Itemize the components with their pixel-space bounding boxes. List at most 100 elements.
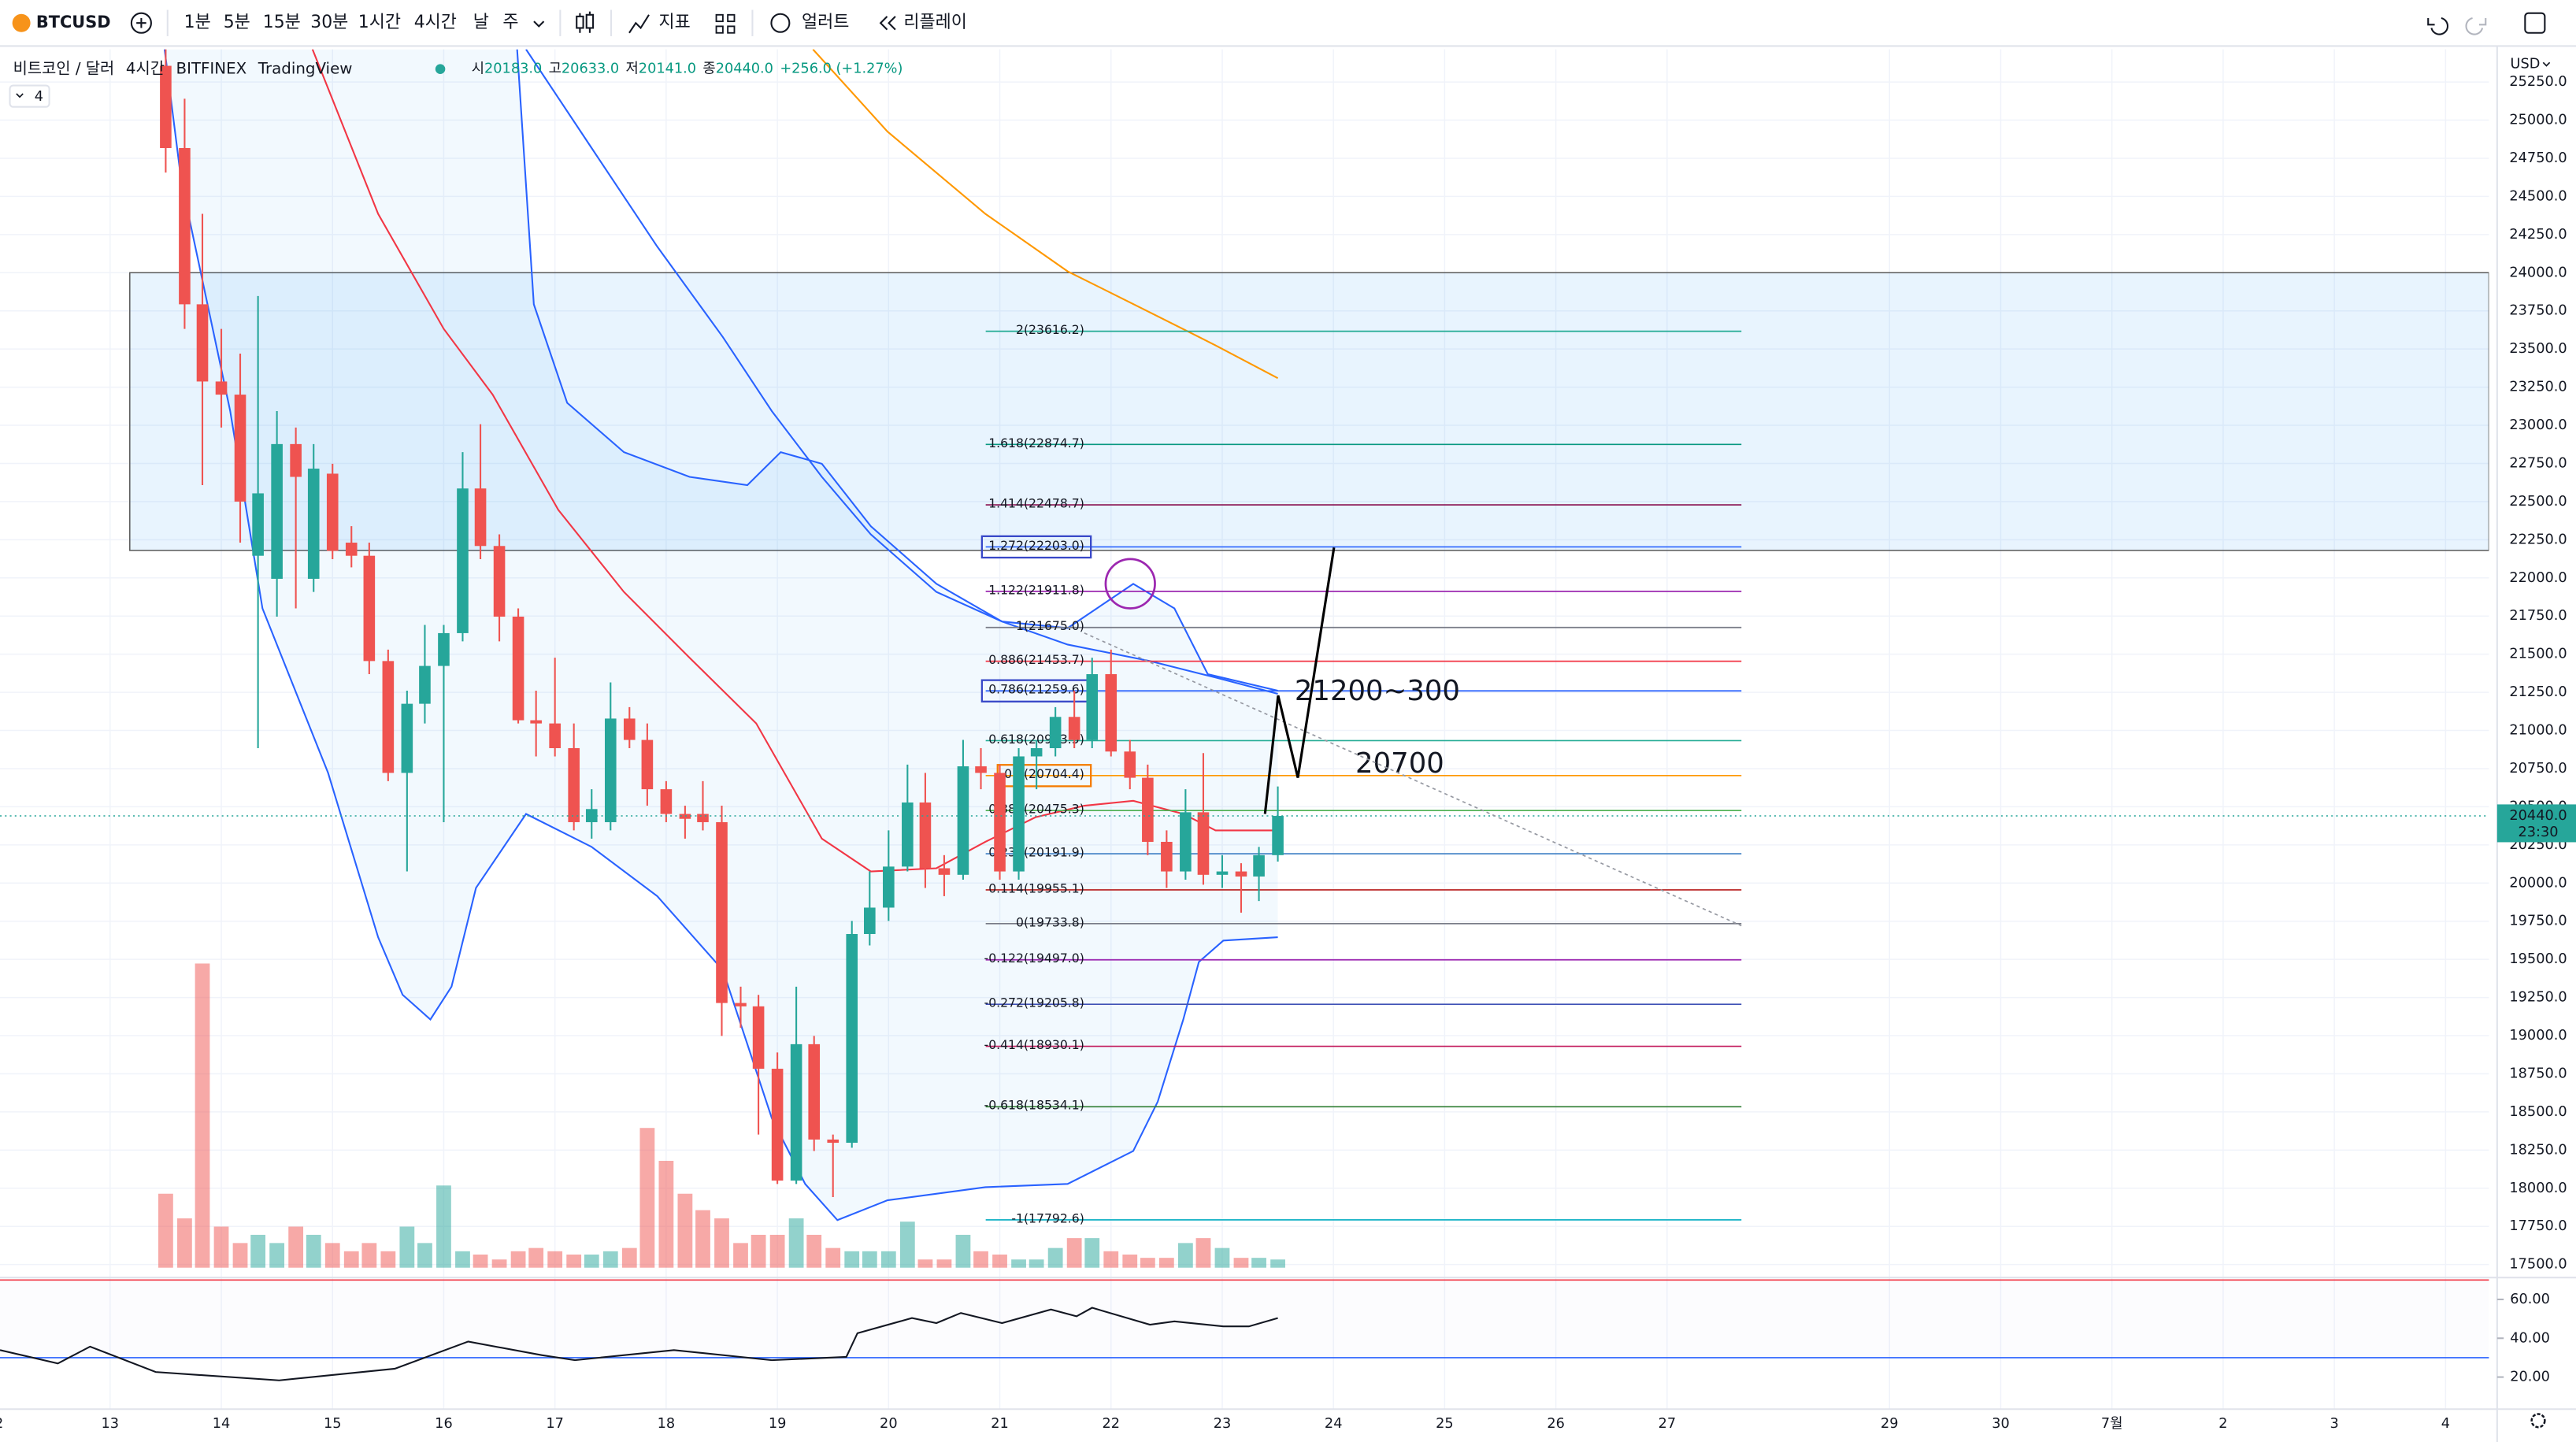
candle-body [827,1139,840,1144]
undo-button[interactable] [2427,17,2449,35]
indicator-line [311,49,1278,873]
fib-label: -0.122(19497.0) [984,951,1084,966]
interval-button[interactable]: 1분 [184,13,211,32]
candle-body [1049,717,1062,749]
trend-line [1084,632,1742,927]
volume-bar [806,1234,822,1268]
candle-body [438,632,450,666]
volume-bar [1140,1258,1155,1268]
indicator-toggle[interactable] [9,84,50,108]
indicators-icon[interactable] [628,14,650,34]
y-tick-label: 18750.0 [2509,1066,2567,1081]
candle-body [512,616,524,721]
candle-body [679,814,691,819]
candle-body [363,555,376,662]
x-tick-label: 29 [1881,1416,1899,1432]
candle-body [252,493,264,556]
x-tick-label: 3 [2330,1416,2339,1432]
rsi-tick-label: 20.00 [2510,1370,2550,1385]
indicators-button[interactable]: 지표 [659,13,691,32]
symbol[interactable]: BTCUSD [36,13,111,32]
candle-body [160,65,172,148]
candle-body [419,665,431,704]
volume-bar [436,1185,451,1268]
legend-exchange: BITFINEX [176,59,247,77]
y-tick-label: 25250.0 [2509,74,2567,90]
candle-body [290,443,302,477]
candle-body [846,933,858,1144]
intervals: 1분 5분 15분 30분 1시간 4시간 날 주 [184,13,519,32]
y-tick-label: 20750.0 [2509,761,2567,777]
candle-body [401,703,413,773]
settings-icon[interactable] [2530,1413,2546,1429]
volume-bar [788,1218,804,1268]
currency-label[interactable]: USD [2511,56,2541,72]
x-tick-label: 7월 [2101,1415,2123,1432]
volume-bar [528,1247,544,1268]
x-tick-label: 2 [2218,1416,2227,1432]
legend-title: 비트코인 / 달러 [13,59,115,77]
volume-bar [566,1254,582,1268]
interval-button[interactable]: 날 [473,13,489,32]
legend-ohlc: 시20183.0 고20633.0 저20141.0 종20440.0 +256.0 (… [472,61,903,77]
candle-body [604,718,617,822]
redo-button[interactable] [2465,17,2487,35]
replay-icon[interactable] [879,16,896,31]
market-status [435,64,446,74]
upper-band [516,49,1278,691]
x-tick-label: 25 [1436,1416,1454,1432]
interval-button[interactable]: 5분 [224,13,250,32]
layout-icon[interactable] [715,13,736,34]
y-tick-label: 24000.0 [2509,265,2567,280]
volume-bar [473,1254,488,1268]
candle-body [1086,674,1099,740]
path-projection [1263,547,1336,814]
interval-button[interactable]: 주 [502,13,518,32]
y-tick-label: 23500.0 [2509,341,2567,357]
x-tick-label: 21 [991,1416,1009,1432]
volume-bar [491,1259,507,1268]
interval-dropdown[interactable] [533,20,545,28]
y-tick-label: 21500.0 [2509,647,2567,662]
candle-body [530,720,542,724]
candle-body [1124,751,1136,778]
alert-icon[interactable] [770,13,791,33]
volume-bar [733,1243,748,1268]
fib-label: -0.618(18534.1) [984,1098,1084,1113]
candle-body [1013,756,1025,872]
candle-body [1180,812,1192,872]
volume-bar [639,1128,655,1268]
candle-body [1235,871,1247,877]
candle-body [660,789,673,814]
circle-marker [1104,558,1156,610]
rsi-line [0,1307,1278,1381]
change: +256.0 (+1.27%) [780,61,903,77]
ohlc-value: 20141.0 [639,61,696,77]
rsi-pane [0,1279,2489,1381]
compare-button[interactable] [130,12,152,34]
volume-bar [343,1251,359,1268]
legend-interval: 4시간 [126,59,165,77]
volume-bar [1251,1258,1266,1268]
y-tick-label: 19000.0 [2509,1028,2567,1044]
candle-body [1161,841,1173,872]
chart-type-button[interactable] [576,11,595,33]
alert-button[interactable]: 얼러트 [802,13,849,32]
volume-bar [621,1247,637,1268]
volume-bar [324,1243,340,1268]
annotation: 21200~300 [1295,675,1460,707]
drawings [1084,547,1742,927]
candle-body [457,488,469,633]
interval-button[interactable]: 15분 [263,13,301,32]
interval-button[interactable]: 4시간 [414,13,457,32]
x-tick-label: 18 [658,1416,676,1432]
fib-label: -1(17792.6) [1011,1210,1084,1225]
interval-button[interactable]: 30분 [310,13,348,32]
y-tick-label: 24250.0 [2509,227,2567,243]
replay-button[interactable]: 리플레이 [903,13,967,32]
interval-button[interactable]: 1시간 [358,13,401,32]
candle-body [790,1044,802,1181]
fullscreen-button[interactable] [2524,12,2546,34]
